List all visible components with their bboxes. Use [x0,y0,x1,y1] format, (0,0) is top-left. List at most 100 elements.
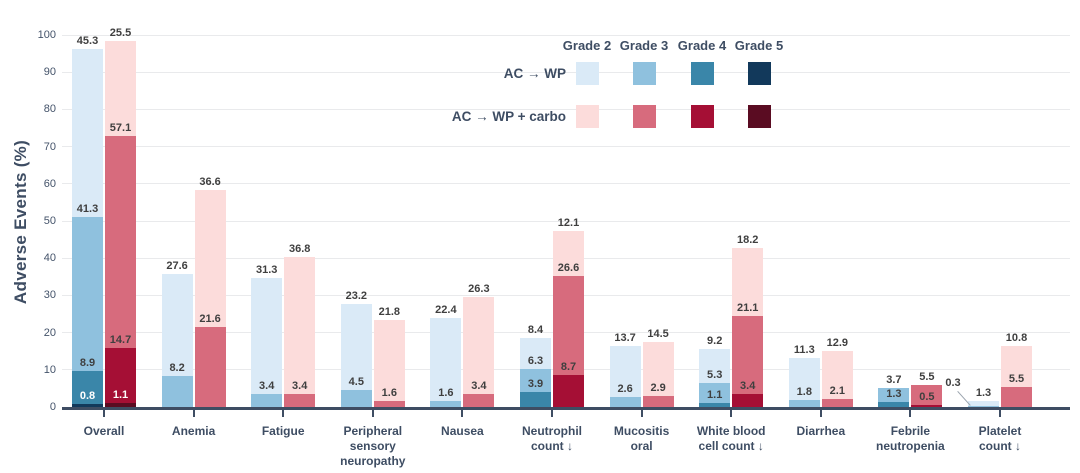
bar-segment-ac_wp_carbo-grade3[interactable] [463,394,495,407]
bar-segment-ac_wp_carbo-grade2[interactable] [284,257,316,395]
bar-segment-ac_wp-grade2[interactable] [72,48,103,218]
value-label: 8.4 [527,323,544,336]
legend-series-label[interactable]: AC → WP + carbo [451,109,566,124]
bar-segment-ac_wp_carbo-grade3[interactable] [1001,386,1032,407]
bar-segment-ac_wp_carbo-grade2[interactable] [821,351,853,400]
value-label: 3.4 [471,380,487,393]
x-axis-tick [730,410,733,417]
value-label: 45.3 [76,34,99,47]
legend-swatch-ac_wp_carbo-grade3[interactable] [633,105,656,128]
bar-segment-ac_wp_carbo-grade3[interactable] [821,399,853,407]
bar-segment-ac_wp-grade2[interactable] [699,348,731,384]
bar-segment-ac_wp_carbo-grade4[interactable] [911,405,943,407]
bar-segment-ac_wp-grade4[interactable] [72,370,103,404]
bar-segment-ac_wp-grade3[interactable] [878,388,910,403]
bar-segment-ac_wp_carbo-grade4[interactable] [105,348,136,403]
bar-segment-ac_wp-grade4[interactable] [878,402,910,407]
bar-segment-ac_wp_carbo-grade3[interactable] [373,401,405,407]
bar-segment-ac_wp_carbo-grade2[interactable] [1001,346,1032,387]
x-axis-label: White blood cell count ↓ [696,424,766,453]
bar-segment-ac_wp_carbo-grade5[interactable] [105,402,136,407]
value-label: 1.6 [381,387,397,400]
bar-segment-ac_wp-grade2[interactable] [520,337,551,370]
value-label: 22.4 [435,303,457,316]
bar-segment-ac_wp_carbo-grade2[interactable] [373,319,405,402]
legend-grade-header: Grade 4 [677,38,727,53]
y-axis-tick-label: 20 [43,326,56,339]
value-label: 1.3 [975,387,992,400]
bar-segment-ac_wp-grade3[interactable] [340,390,372,407]
bar-segment-ac_wp_carbo-grade2[interactable] [732,248,764,316]
x-axis-tick [192,410,195,417]
bar-segment-ac_wp-grade3[interactable] [968,405,999,407]
x-axis-tick [282,410,285,417]
bar-segment-ac_wp_carbo-grade2[interactable] [553,230,584,276]
bar-segment-ac_wp_carbo-grade3[interactable] [642,396,674,407]
bar-segment-ac_wp-grade3[interactable] [609,397,641,407]
y-axis-tick-label: 80 [43,103,56,116]
value-label: 3.9 [527,378,544,391]
y-axis-tick-label: 0 [49,401,56,413]
bar-segment-ac_wp_carbo-grade3[interactable] [553,275,584,375]
bar-segment-ac_wp-grade2[interactable] [161,273,193,377]
legend-swatch-ac_wp_carbo-grade2[interactable] [576,105,599,128]
bar-segment-ac_wp-grade3[interactable] [251,394,283,407]
bar-segment-ac_wp-grade2[interactable] [968,401,999,406]
bar-segment-ac_wp_carbo-grade3[interactable] [194,326,226,407]
bar-segment-ac_wp-grade3[interactable] [699,383,731,403]
value-label: 31.3 [255,263,278,276]
legend-swatch-ac_wp_carbo-grade4[interactable] [691,105,714,128]
legend-grade-header: Grade 3 [619,38,669,53]
bar-segment-ac_wp_carbo-grade4[interactable] [732,394,764,407]
value-label: 3.4 [259,380,275,393]
bar-segment-ac_wp-grade3[interactable] [72,217,103,371]
bar-segment-ac_wp-grade4[interactable] [520,392,551,407]
y-axis-tick-label: 10 [43,363,56,376]
x-axis-label: Anemia [171,424,216,438]
bar-segment-ac_wp-grade3[interactable] [161,376,193,407]
value-label: 0.8 [79,390,96,403]
bar-segment-ac_wp-grade2[interactable] [609,346,641,398]
bar-segment-ac_wp-grade2[interactable] [788,358,820,401]
bar-segment-ac_wp_carbo-grade2[interactable] [642,342,674,397]
value-label-callout: 0.3 [945,377,961,389]
y-axis-tick-label: 50 [43,215,56,227]
y-axis-tick-label: 60 [43,177,56,190]
legend-swatch-ac_wp-grade5[interactable] [748,62,771,85]
bar-segment-ac_wp-grade3[interactable] [788,400,820,407]
value-label: 3.4 [740,380,756,393]
bar-segment-ac_wp-grade2[interactable] [340,303,372,391]
value-label: 14.7 [109,334,132,347]
value-label: 1.3 [886,388,902,401]
value-label: 18.2 [736,234,759,247]
bar-segment-ac_wp-grade4[interactable] [699,402,731,407]
y-axis-tick-label: 70 [43,140,56,153]
legend-swatch-ac_wp-grade4[interactable] [691,62,714,85]
bar-segment-ac_wp-grade2[interactable] [430,317,462,402]
value-label: 21.6 [199,312,221,325]
value-label: 1.6 [438,387,454,400]
bar-segment-ac_wp_carbo-grade2[interactable] [194,190,226,327]
bar-segment-ac_wp-grade2[interactable] [251,277,283,395]
legend-swatch-ac_wp-grade3[interactable] [633,62,656,85]
bar-segment-ac_wp_carbo-grade4[interactable] [553,374,584,407]
bar-segment-ac_wp_carbo-grade3[interactable] [284,394,316,407]
value-label: 26.3 [468,282,490,295]
value-label: 25.5 [109,26,132,39]
x-axis-tick [819,410,822,417]
bar-segment-ac_wp_carbo-grade2[interactable] [105,40,136,136]
bar-segment-ac_wp_carbo-grade3[interactable] [732,315,764,395]
value-label: 1.8 [796,386,812,399]
legend-swatch-ac_wp-grade2[interactable] [576,62,599,85]
bar-segment-ac_wp-grade5[interactable] [72,404,103,407]
bar-segment-ac_wp-grade3[interactable] [520,369,551,393]
bar-segment-ac_wp_carbo-grade2[interactable] [463,296,495,395]
bar-segment-ac_wp-grade3[interactable] [430,401,462,407]
bar-segment-ac_wp_carbo-grade3[interactable] [911,384,943,406]
y-axis-tick-label: 90 [43,66,56,79]
value-label: 10.8 [1005,332,1028,345]
x-axis-tick [371,410,374,417]
legend-swatch-ac_wp_carbo-grade5[interactable] [748,105,771,128]
legend-series-label[interactable]: AC → WP [503,66,566,81]
bar-segment-ac_wp_carbo-grade3[interactable] [105,135,136,349]
